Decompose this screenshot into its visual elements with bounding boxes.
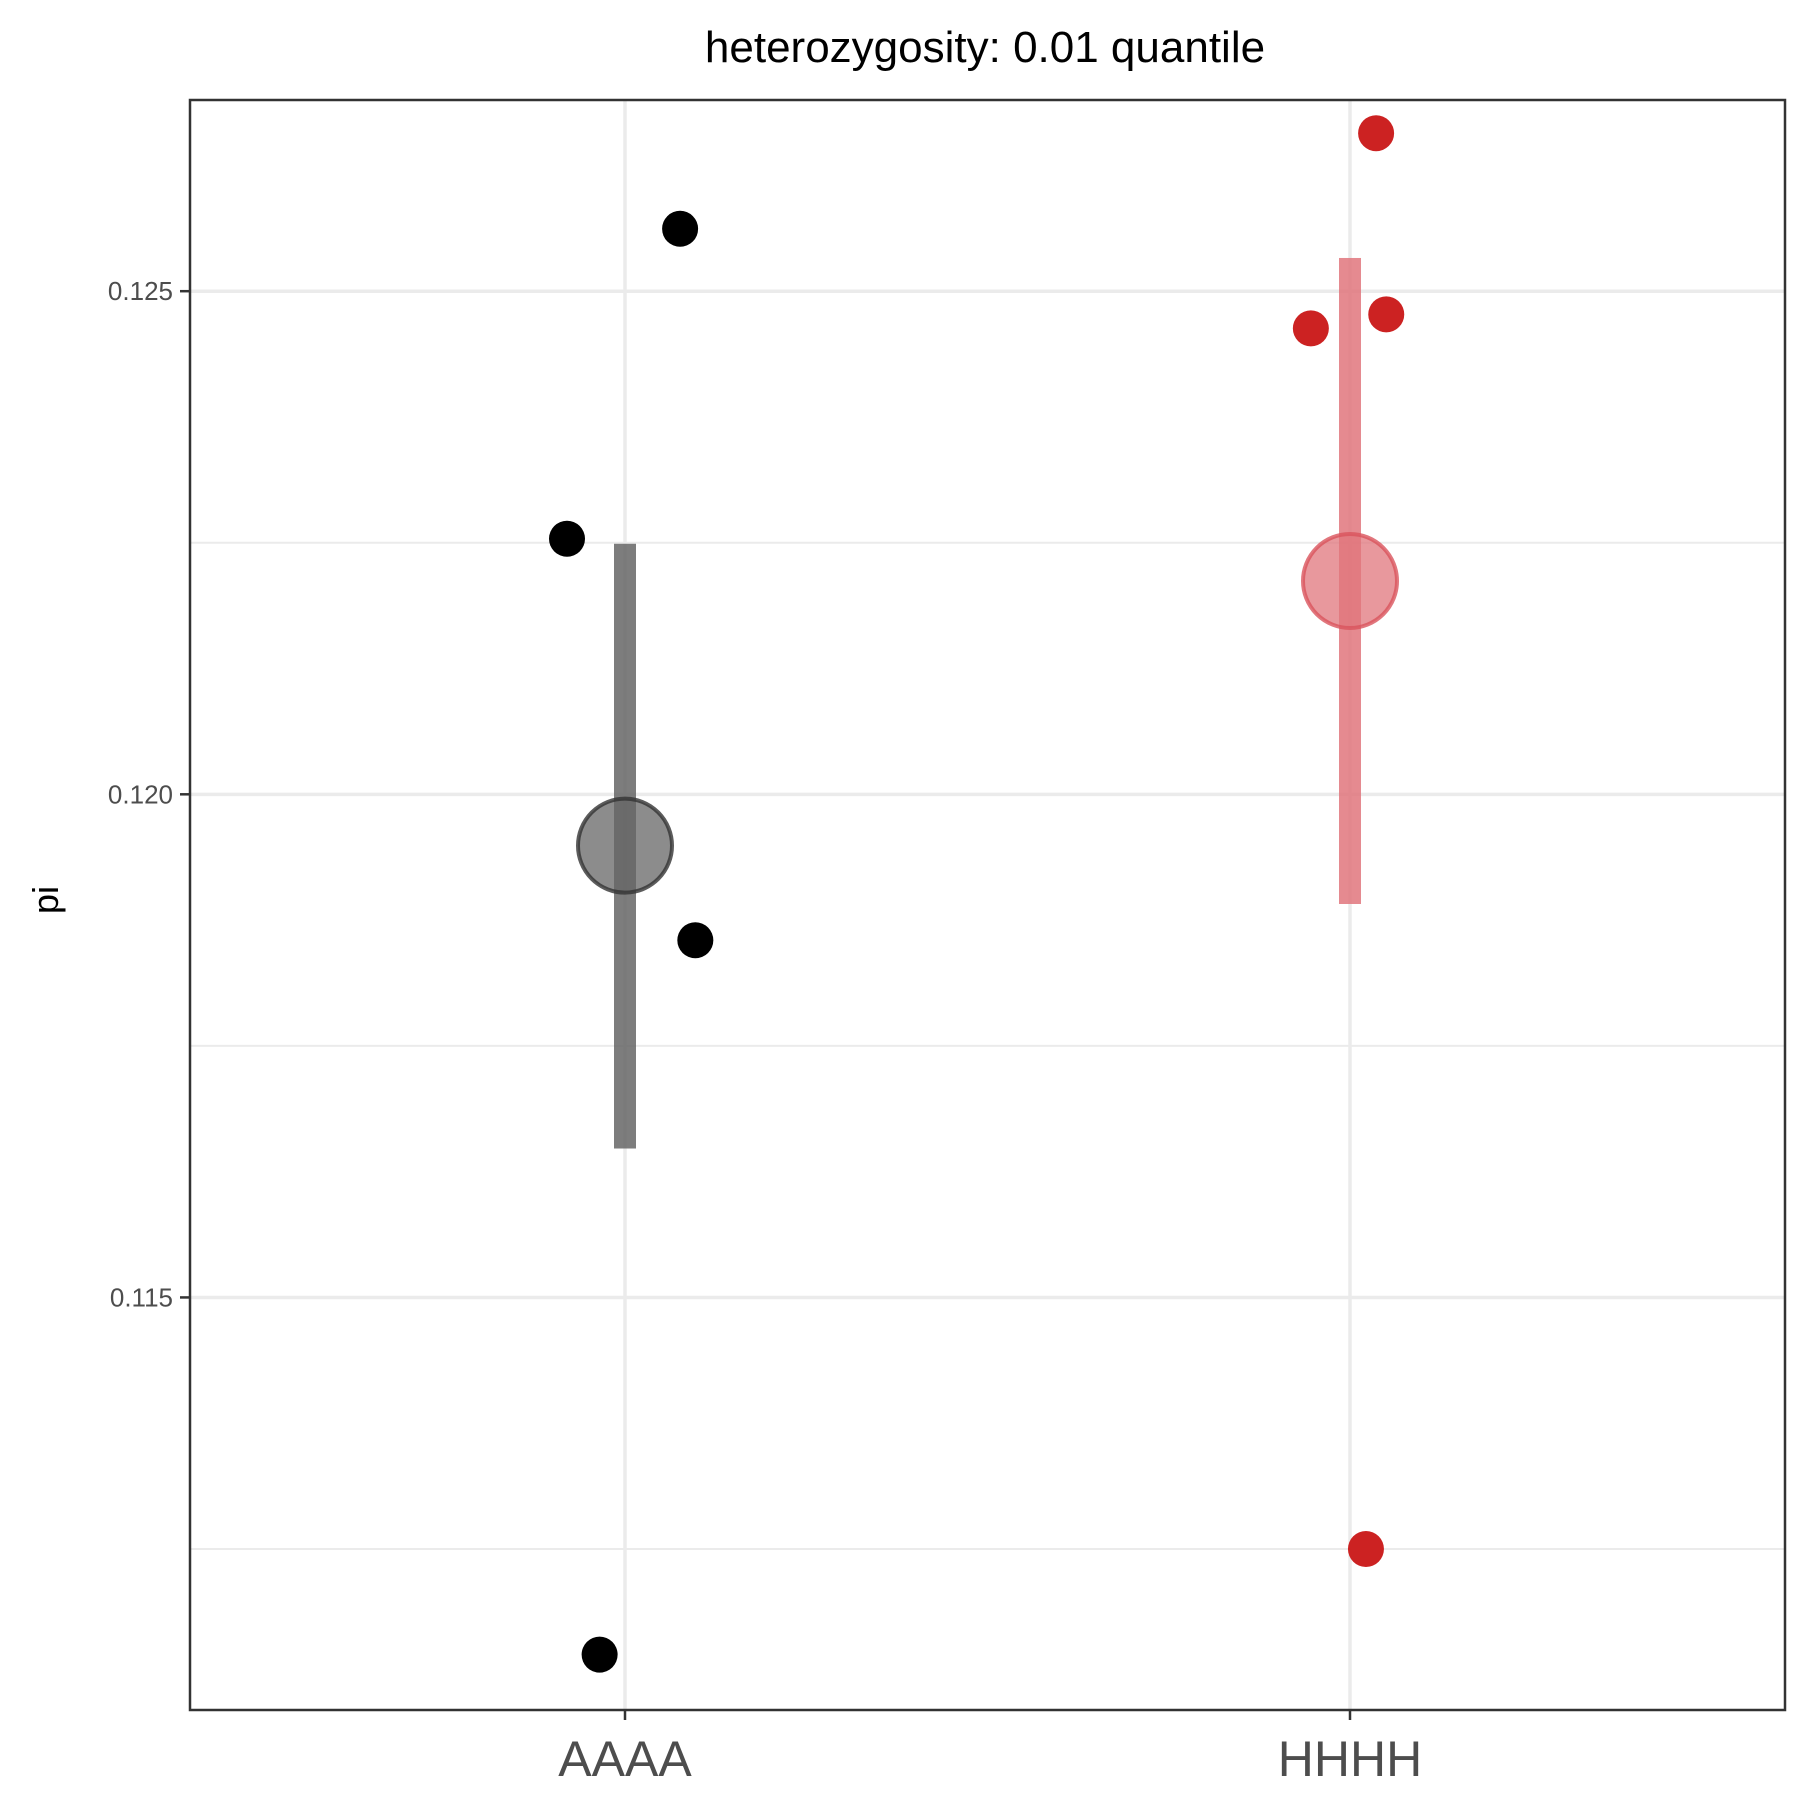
y-tick-label: 0.125 (108, 276, 173, 306)
panel-border (188, 98, 1787, 1712)
series-hhhh (1292, 115, 1405, 1567)
x-tick-label: HHHH (1278, 1731, 1422, 1787)
chart-title: heterozygosity: 0.01 quantile (705, 23, 1265, 72)
data-point (1358, 115, 1395, 152)
y-tick-label: 0.115 (110, 1282, 173, 1312)
data-point (662, 210, 699, 247)
x-tick-label: AAAA (558, 1731, 692, 1787)
plot-layer: 0.115 0.120 0.125 AAAA HHHH (108, 98, 1787, 1787)
data-point (1347, 1531, 1384, 1567)
series-aaaa (549, 210, 714, 1673)
mean-point (576, 796, 674, 895)
y-tick-label: 0.120 (108, 779, 173, 809)
y-axis-label: pi (25, 886, 66, 914)
data-point (677, 922, 714, 959)
data-point (549, 520, 585, 557)
mean-point (1301, 531, 1399, 630)
data-point (1292, 310, 1329, 347)
data-point (581, 1636, 618, 1673)
data-point (1368, 296, 1405, 333)
panel-background (190, 100, 1785, 1710)
